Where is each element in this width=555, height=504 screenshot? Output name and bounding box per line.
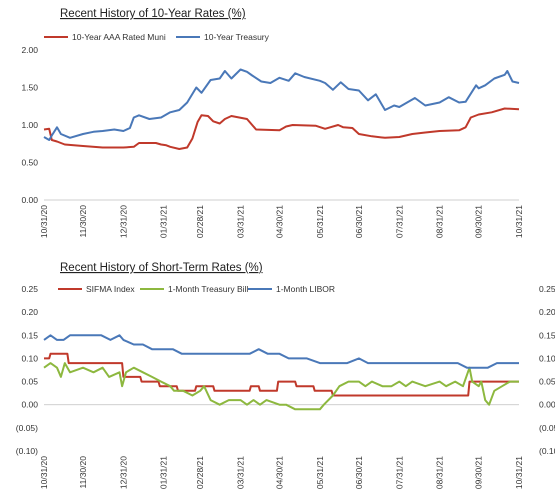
y-tick-label-right: (0.10)	[539, 446, 555, 456]
x-tick-label: 09/30/21	[474, 456, 484, 489]
x-tick-label: 09/30/21	[474, 205, 484, 238]
x-tick-label: 01/31/21	[159, 205, 169, 238]
legend-label: 10-Year Treasury	[204, 32, 270, 42]
x-tick-label: 05/31/21	[315, 456, 325, 489]
x-tick-label: 08/31/21	[435, 456, 445, 489]
x-tick-label: 12/31/20	[118, 205, 128, 238]
series-line	[43, 107, 520, 150]
y-tick-label-left: 0.00	[21, 400, 38, 410]
x-tick-label: 01/31/21	[159, 456, 169, 489]
x-tick-label: 03/31/21	[236, 456, 246, 489]
y-tick-label-right: 0.10	[539, 353, 555, 363]
y-tick-label-left: (0.10)	[16, 446, 38, 456]
y-tick-label-right: 0.05	[539, 377, 555, 387]
y-tick-label-left: 1.50	[21, 83, 38, 93]
x-tick-label: 10/31/20	[39, 456, 49, 489]
y-tick-label-left: 0.20	[21, 307, 38, 317]
x-tick-label: 11/30/20	[78, 456, 88, 489]
series-line	[44, 352, 519, 397]
y-tick-label-left: 0.50	[21, 158, 38, 168]
x-tick-label: 11/30/20	[78, 205, 88, 238]
y-tick-label-left: 0.25	[21, 284, 38, 294]
chart-1: Recent History of 10-Year Rates (%) 0.00 0…	[21, 8, 524, 238]
series-line	[43, 68, 520, 141]
y-tick-label-right: 0.15	[539, 330, 555, 340]
y-tick-label-left: 0.15	[21, 330, 38, 340]
x-tick-label: 04/30/21	[275, 456, 285, 489]
x-tick-label: 02/28/21	[195, 205, 205, 238]
legend-label: SIFMA Index	[86, 284, 135, 294]
series-line	[43, 334, 519, 369]
y-tick-label-left: 2.00	[21, 45, 38, 55]
x-tick-label: 12/31/20	[118, 456, 128, 489]
y-tick-label-right: 0.25	[539, 284, 555, 294]
x-tick-label: 10/31/21	[514, 456, 524, 489]
x-tick-label: 06/30/21	[354, 456, 364, 489]
y-tick-label-right: 0.20	[539, 307, 555, 317]
x-tick-label: 07/31/21	[394, 456, 404, 489]
x-tick-label: 06/30/21	[354, 205, 364, 238]
x-tick-label: 08/31/21	[435, 205, 445, 238]
legend-label: 1-Month Treasury Bill	[168, 284, 248, 294]
x-tick-label: 04/30/21	[275, 205, 285, 238]
y-tick-label-left: 1.00	[21, 120, 38, 130]
y-tick-label-right: (0.05)	[539, 423, 555, 433]
chart-2: Recent History of Short-Term Rates (%) (0…	[16, 262, 555, 489]
x-tick-label: 03/31/21	[236, 205, 246, 238]
x-tick-label: 10/31/21	[514, 205, 524, 238]
y-tick-label-right: 0.00	[539, 400, 555, 410]
y-tick-label-left: 0.05	[21, 377, 38, 387]
x-tick-label: 10/31/20	[39, 205, 49, 238]
y-tick-label-left: 0.10	[21, 353, 38, 363]
x-tick-label: 02/28/21	[195, 456, 205, 489]
chart-title: Recent History of 10-Year Rates (%)	[60, 8, 246, 20]
chart-title: Recent History of Short-Term Rates (%)	[60, 262, 263, 274]
legend-label: 10-Year AAA Rated Muni	[72, 32, 166, 42]
y-tick-label-left: 0.00	[21, 195, 38, 205]
series-line	[43, 362, 519, 411]
y-tick-label-left: (0.05)	[16, 423, 38, 433]
x-tick-label: 07/31/21	[394, 205, 404, 238]
x-tick-label: 05/31/21	[315, 205, 325, 238]
legend-label: 1-Month LIBOR	[276, 284, 335, 294]
